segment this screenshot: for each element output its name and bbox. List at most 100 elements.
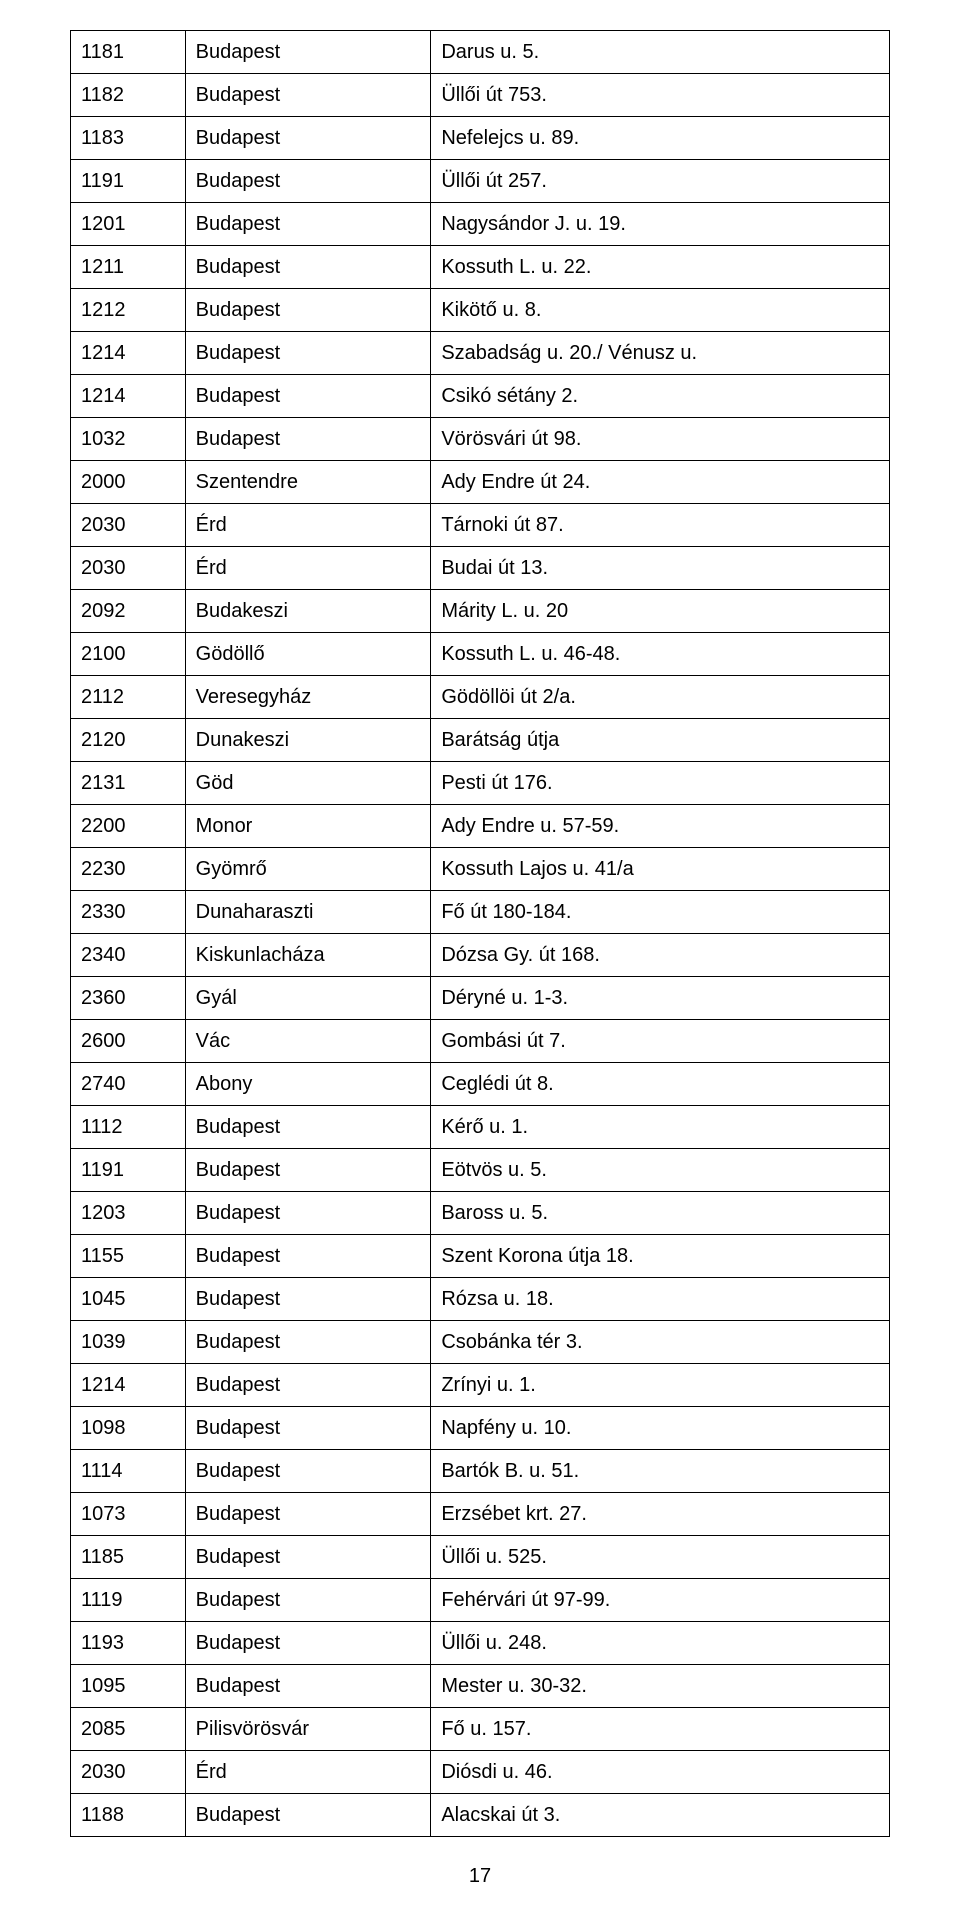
- table-row: 1201BudapestNagysándor J. u. 19.: [71, 203, 890, 246]
- table-cell: Budapest: [185, 160, 431, 203]
- table-cell: Budapest: [185, 1622, 431, 1665]
- table-cell: Budapest: [185, 1407, 431, 1450]
- table-cell: 2131: [71, 762, 186, 805]
- table-cell: 1214: [71, 332, 186, 375]
- table-row: 2600VácGombási út 7.: [71, 1020, 890, 1063]
- table-row: 2740AbonyCeglédi út 8.: [71, 1063, 890, 1106]
- table-cell: Vác: [185, 1020, 431, 1063]
- table-cell: 2030: [71, 504, 186, 547]
- table-cell: 1182: [71, 74, 186, 117]
- table-cell: Fő út 180-184.: [431, 891, 890, 934]
- table-row: 1191BudapestEötvös u. 5.: [71, 1149, 890, 1192]
- table-cell: 2085: [71, 1708, 186, 1751]
- table-cell: Darus u. 5.: [431, 31, 890, 74]
- table-row: 2340KiskunlacházaDózsa Gy. út 168.: [71, 934, 890, 977]
- table-row: 1188BudapestAlacskai út 3.: [71, 1794, 890, 1837]
- table-cell: Budapest: [185, 1579, 431, 1622]
- table-cell: 1073: [71, 1493, 186, 1536]
- table-cell: Abony: [185, 1063, 431, 1106]
- table-row: 1155BudapestSzent Korona útja 18.: [71, 1235, 890, 1278]
- table-cell: Alacskai út 3.: [431, 1794, 890, 1837]
- table-cell: Budapest: [185, 31, 431, 74]
- table-cell: 2030: [71, 1751, 186, 1794]
- table-cell: 1183: [71, 117, 186, 160]
- table-cell: Szabadság u. 20./ Vénusz u.: [431, 332, 890, 375]
- table-row: 1191BudapestÜllői út 257.: [71, 160, 890, 203]
- table-row: 1112BudapestKérő u. 1.: [71, 1106, 890, 1149]
- table-cell: Csobánka tér 3.: [431, 1321, 890, 1364]
- table-cell: Budapest: [185, 1278, 431, 1321]
- table-cell: 1214: [71, 1364, 186, 1407]
- table-cell: Budapest: [185, 1149, 431, 1192]
- table-cell: Dózsa Gy. út 168.: [431, 934, 890, 977]
- table-row: 1212BudapestKikötő u. 8.: [71, 289, 890, 332]
- table-row: 1214BudapestZrínyi u. 1.: [71, 1364, 890, 1407]
- table-cell: 2740: [71, 1063, 186, 1106]
- table-cell: Rózsa u. 18.: [431, 1278, 890, 1321]
- table-cell: Budapest: [185, 203, 431, 246]
- table-cell: Budakeszi: [185, 590, 431, 633]
- table-cell: Ady Endre út 24.: [431, 461, 890, 504]
- table-cell: Gyömrő: [185, 848, 431, 891]
- table-cell: Veresegyház: [185, 676, 431, 719]
- table-cell: Budapest: [185, 1794, 431, 1837]
- table-row: 1214BudapestSzabadság u. 20./ Vénusz u.: [71, 332, 890, 375]
- table-cell: Budapest: [185, 418, 431, 461]
- table-row: 2030ÉrdBudai út 13.: [71, 547, 890, 590]
- table-row: 2200MonorAdy Endre u. 57-59.: [71, 805, 890, 848]
- table-cell: Vörösvári út 98.: [431, 418, 890, 461]
- table-cell: Nefelejcs u. 89.: [431, 117, 890, 160]
- table-cell: Márity L. u. 20: [431, 590, 890, 633]
- table-cell: 2120: [71, 719, 186, 762]
- table-cell: 2000: [71, 461, 186, 504]
- table-row: 1114BudapestBartók B. u. 51.: [71, 1450, 890, 1493]
- table-cell: Baross u. 5.: [431, 1192, 890, 1235]
- table-row: 2131GödPesti út 176.: [71, 762, 890, 805]
- table-cell: 1039: [71, 1321, 186, 1364]
- table-cell: Mester u. 30-32.: [431, 1665, 890, 1708]
- table-cell: 1181: [71, 31, 186, 74]
- document-page: 1181BudapestDarus u. 5.1182BudapestÜllői…: [0, 0, 960, 1928]
- table-row: 1098BudapestNapfény u. 10.: [71, 1407, 890, 1450]
- table-cell: Budai út 13.: [431, 547, 890, 590]
- table-cell: Monor: [185, 805, 431, 848]
- table-row: 2360GyálDéryné u. 1-3.: [71, 977, 890, 1020]
- table-cell: Budapest: [185, 1192, 431, 1235]
- table-cell: Budapest: [185, 1106, 431, 1149]
- table-cell: Szent Korona útja 18.: [431, 1235, 890, 1278]
- table-cell: Érd: [185, 504, 431, 547]
- table-cell: Nagysándor J. u. 19.: [431, 203, 890, 246]
- table-row: 2092BudakesziMárity L. u. 20: [71, 590, 890, 633]
- table-cell: Budapest: [185, 1321, 431, 1364]
- address-table: 1181BudapestDarus u. 5.1182BudapestÜllői…: [70, 30, 890, 1837]
- table-cell: Budapest: [185, 1493, 431, 1536]
- table-cell: Budapest: [185, 117, 431, 160]
- table-cell: 1155: [71, 1235, 186, 1278]
- table-row: 1181BudapestDarus u. 5.: [71, 31, 890, 74]
- table-cell: Érd: [185, 547, 431, 590]
- table-cell: Déryné u. 1-3.: [431, 977, 890, 1020]
- table-row: 1182BudapestÜllői út 753.: [71, 74, 890, 117]
- table-cell: Üllői u. 525.: [431, 1536, 890, 1579]
- table-cell: Tárnoki út 87.: [431, 504, 890, 547]
- table-cell: 2360: [71, 977, 186, 1020]
- table-cell: 2112: [71, 676, 186, 719]
- table-cell: Érd: [185, 1751, 431, 1794]
- table-cell: 1112: [71, 1106, 186, 1149]
- table-cell: Gyál: [185, 977, 431, 1020]
- table-cell: Dunaharaszti: [185, 891, 431, 934]
- table-cell: Budapest: [185, 1235, 431, 1278]
- table-cell: 1214: [71, 375, 186, 418]
- table-row: 1095BudapestMester u. 30-32.: [71, 1665, 890, 1708]
- table-cell: Barátság útja: [431, 719, 890, 762]
- table-cell: Bartók B. u. 51.: [431, 1450, 890, 1493]
- table-cell: Ceglédi út 8.: [431, 1063, 890, 1106]
- table-cell: Budapest: [185, 1364, 431, 1407]
- table-row: 2112VeresegyházGödöllöi út 2/a.: [71, 676, 890, 719]
- table-cell: Erzsébet krt. 27.: [431, 1493, 890, 1536]
- table-cell: 2230: [71, 848, 186, 891]
- table-cell: Pesti út 176.: [431, 762, 890, 805]
- table-cell: Pilisvörösvár: [185, 1708, 431, 1751]
- table-cell: 2330: [71, 891, 186, 934]
- table-cell: 1185: [71, 1536, 186, 1579]
